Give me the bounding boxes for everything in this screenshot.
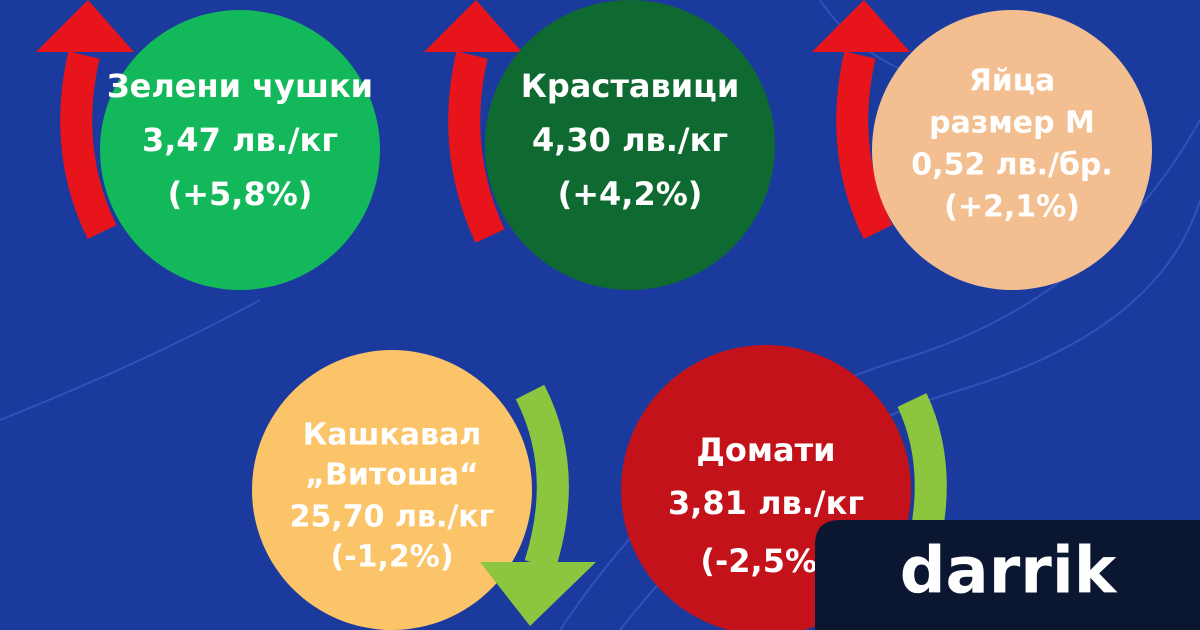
product-text: Кашкавал	[303, 418, 481, 453]
product-text: (+4,2%)	[558, 175, 703, 213]
product-circle	[100, 10, 380, 290]
product-text: (-1,2%)	[330, 540, 453, 575]
product-text: 3,81 лв./кг	[668, 484, 864, 522]
product-text: (+5,8%)	[168, 175, 313, 213]
product-text: 3,47 лв./кг	[142, 121, 338, 159]
product-circle	[252, 350, 532, 630]
product-text: Яйца	[969, 64, 1056, 99]
product-text: 25,70 лв./кг	[290, 500, 495, 535]
product-text: размер М	[929, 106, 1095, 141]
product-text: (+2,1%)	[944, 190, 1080, 225]
up-arrows	[36, 0, 910, 243]
product-text: „Витоша“	[305, 458, 478, 493]
product-text: 0,52 лв./бр.	[911, 148, 1113, 183]
product-text: Зелени чушки	[107, 67, 373, 105]
logo-box	[815, 520, 1200, 630]
product-text: Краставици	[521, 67, 740, 105]
product-text: (-2,5%)	[700, 542, 831, 580]
product-circle	[485, 0, 775, 290]
logo: darrik	[900, 535, 1118, 609]
product-text: Домати	[696, 431, 835, 469]
product-text: 4,30 лв./кг	[532, 121, 728, 159]
product-circle	[872, 10, 1152, 290]
